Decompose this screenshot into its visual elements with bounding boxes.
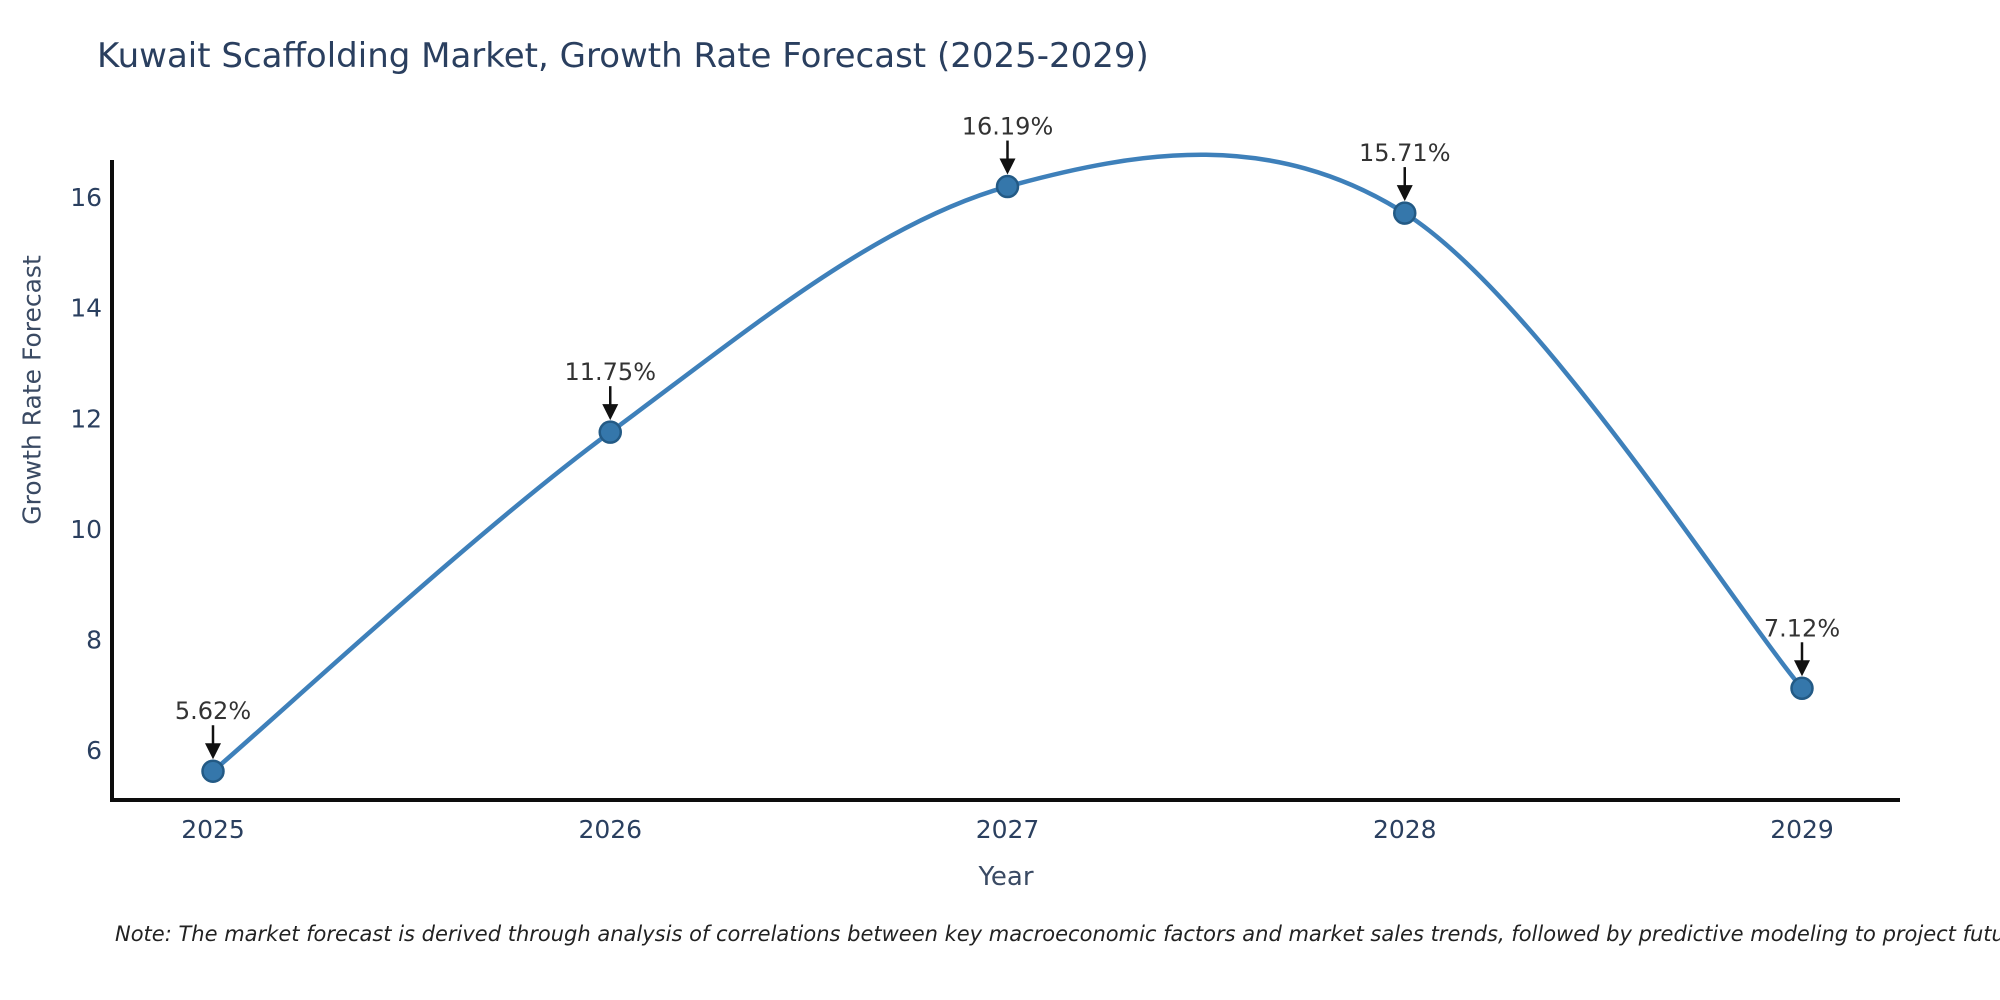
annotation-arrow-head	[1396, 185, 1413, 202]
x-axis-title: Year	[978, 862, 1034, 892]
x-tick-label: 2027	[976, 815, 1040, 844]
y-tick-label: 12	[70, 404, 102, 433]
data-point-marker	[201, 759, 225, 783]
chart-title: Kuwait Scaffolding Market, Growth Rate F…	[97, 36, 1149, 76]
x-tick-label: 2026	[578, 815, 642, 844]
x-tick-label: 2025	[181, 815, 245, 844]
data-point-label: 5.62%	[175, 697, 251, 725]
data-point-marker	[598, 420, 622, 444]
axis-lines	[110, 160, 1900, 802]
data-point-marker	[1393, 201, 1417, 225]
annotation-arrow-head	[205, 743, 221, 760]
forecast-line	[210, 152, 1805, 774]
data-point-marker	[995, 174, 1020, 199]
data-point-label: 16.19%	[962, 113, 1054, 141]
footnote: Note: The market forecast is derived thr…	[115, 922, 2000, 946]
data-point-label: 15.71%	[1359, 139, 1451, 167]
y-tick-label: 10	[70, 515, 102, 544]
y-tick-label: 8	[86, 626, 102, 655]
annotation-arrow-head	[1794, 660, 1810, 677]
data-point-marker	[1790, 676, 1814, 701]
y-tick-label: 6	[86, 736, 102, 765]
data-point-label: 7.12%	[1764, 614, 1840, 642]
x-tick-label: 2028	[1373, 815, 1437, 844]
x-tick-label: 2029	[1770, 815, 1834, 844]
data-point-label: 11.75%	[564, 358, 656, 386]
annotation-arrow-head	[999, 158, 1016, 175]
annotation-arrow-head	[602, 404, 619, 421]
y-tick-label: 16	[70, 183, 102, 212]
y-tick-label: 14	[70, 294, 102, 323]
